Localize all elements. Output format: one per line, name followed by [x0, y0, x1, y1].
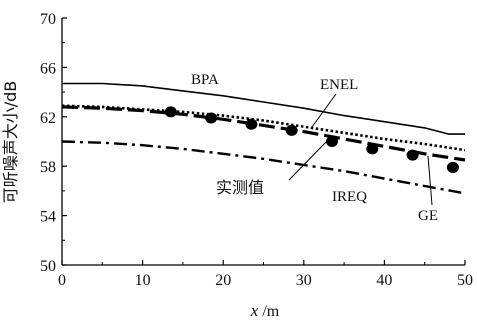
- x-tick-label: 10: [135, 272, 151, 289]
- series-label-ge: GE: [418, 208, 438, 224]
- measured-point: [446, 161, 459, 173]
- measured-markers: [164, 106, 459, 173]
- ticks: 0 10 20 30 40 50 50 54 58 62 66 70: [40, 11, 473, 289]
- series-label-ireq: IREQ: [332, 189, 367, 205]
- x-axis-variable: x: [250, 301, 259, 320]
- series-lines: [61, 82, 466, 195]
- label-leader-lines: [288, 93, 433, 206]
- x-tick-label: 50: [457, 272, 473, 289]
- series-labels: BPA ENEL GE IREQ 实测值: [191, 72, 438, 224]
- y-tick-label: 54: [40, 209, 56, 226]
- series-label-measured: 实测值: [216, 178, 264, 197]
- y-tick-label: 70: [40, 11, 56, 28]
- measured-point: [205, 112, 218, 124]
- y-tick-label: 58: [40, 159, 56, 176]
- measured-point: [285, 124, 298, 136]
- axes: [61, 18, 465, 266]
- x-axis-label: x /m: [250, 301, 280, 320]
- x-axis-unit: /m: [258, 303, 279, 320]
- y-axis-label: 可听噪声大小/dB: [1, 81, 20, 204]
- series-label-bpa: BPA: [191, 72, 219, 88]
- measured-point: [326, 136, 339, 147]
- y-tick-label: 66: [40, 60, 56, 77]
- leader-measured: [288, 139, 329, 181]
- measured-point: [366, 143, 379, 155]
- series-line-ireq: [61, 140, 466, 195]
- measured-point: [406, 149, 419, 161]
- leader-ge: [427, 155, 433, 206]
- series-line-ge: [61, 105, 466, 162]
- y-tick-label: 50: [40, 258, 56, 275]
- measured-point: [245, 118, 258, 130]
- y-tick-label: 62: [40, 110, 56, 127]
- x-tick-label: 20: [215, 272, 231, 289]
- leader-enel: [311, 93, 337, 128]
- series-line-bpa: [62, 82, 465, 135]
- series-label-enel: ENEL: [320, 77, 358, 93]
- x-tick-label: 40: [376, 272, 392, 289]
- measured-point: [164, 106, 177, 118]
- x-tick-label: 0: [58, 272, 66, 289]
- x-tick-label: 30: [296, 272, 312, 289]
